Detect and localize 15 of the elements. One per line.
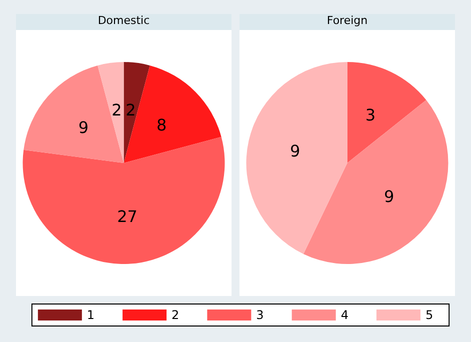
legend-label: 2 — [172, 308, 180, 322]
data-label: 9 — [290, 142, 300, 161]
legend-label: 3 — [256, 308, 264, 322]
data-label: 9 — [78, 118, 89, 138]
data-label: 27 — [117, 206, 138, 226]
data-label: 2 — [126, 100, 136, 120]
legend-label: 1 — [86, 308, 95, 322]
legend-label: 5 — [425, 308, 434, 322]
slice-label: Foreign — [326, 14, 368, 27]
data-label: 8 — [156, 116, 167, 135]
data-label: 2 — [112, 100, 122, 120]
data-label: 3 — [365, 105, 376, 124]
legend-label: 4 — [340, 308, 348, 322]
data-label: 9 — [384, 186, 394, 206]
slice-label: Domestic — [98, 14, 150, 27]
